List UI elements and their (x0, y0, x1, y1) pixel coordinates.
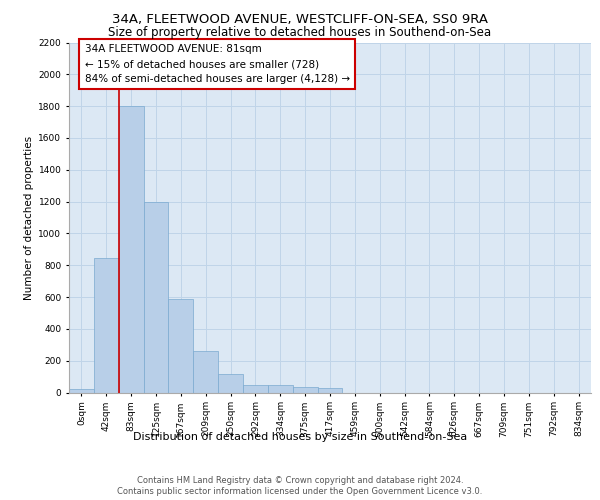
Bar (218, 374, 243, 392)
Text: Distribution of detached houses by size in Southend-on-Sea: Distribution of detached houses by size … (133, 432, 467, 442)
Bar (143, 202, 169, 392)
Bar (293, 387, 317, 392)
Text: Size of property relative to detached houses in Southend-on-Sea: Size of property relative to detached ho… (109, 26, 491, 39)
Bar (119, 106, 143, 393)
Bar (169, 300, 193, 392)
Text: Contains HM Land Registry data © Crown copyright and database right 2024.: Contains HM Land Registry data © Crown c… (137, 476, 463, 485)
Y-axis label: Number of detached properties: Number of detached properties (24, 136, 34, 300)
Bar (317, 388, 343, 392)
Bar (243, 384, 268, 392)
Bar (94, 258, 119, 392)
Text: 34A, FLEETWOOD AVENUE, WESTCLIFF-ON-SEA, SS0 9RA: 34A, FLEETWOOD AVENUE, WESTCLIFF-ON-SEA,… (112, 12, 488, 26)
Bar (69, 388, 94, 392)
Text: 34A FLEETWOOD AVENUE: 81sqm
← 15% of detached houses are smaller (728)
84% of se: 34A FLEETWOOD AVENUE: 81sqm ← 15% of det… (85, 44, 350, 84)
Text: Contains public sector information licensed under the Open Government Licence v3: Contains public sector information licen… (118, 487, 482, 496)
Bar (193, 351, 218, 393)
Bar (268, 386, 293, 392)
